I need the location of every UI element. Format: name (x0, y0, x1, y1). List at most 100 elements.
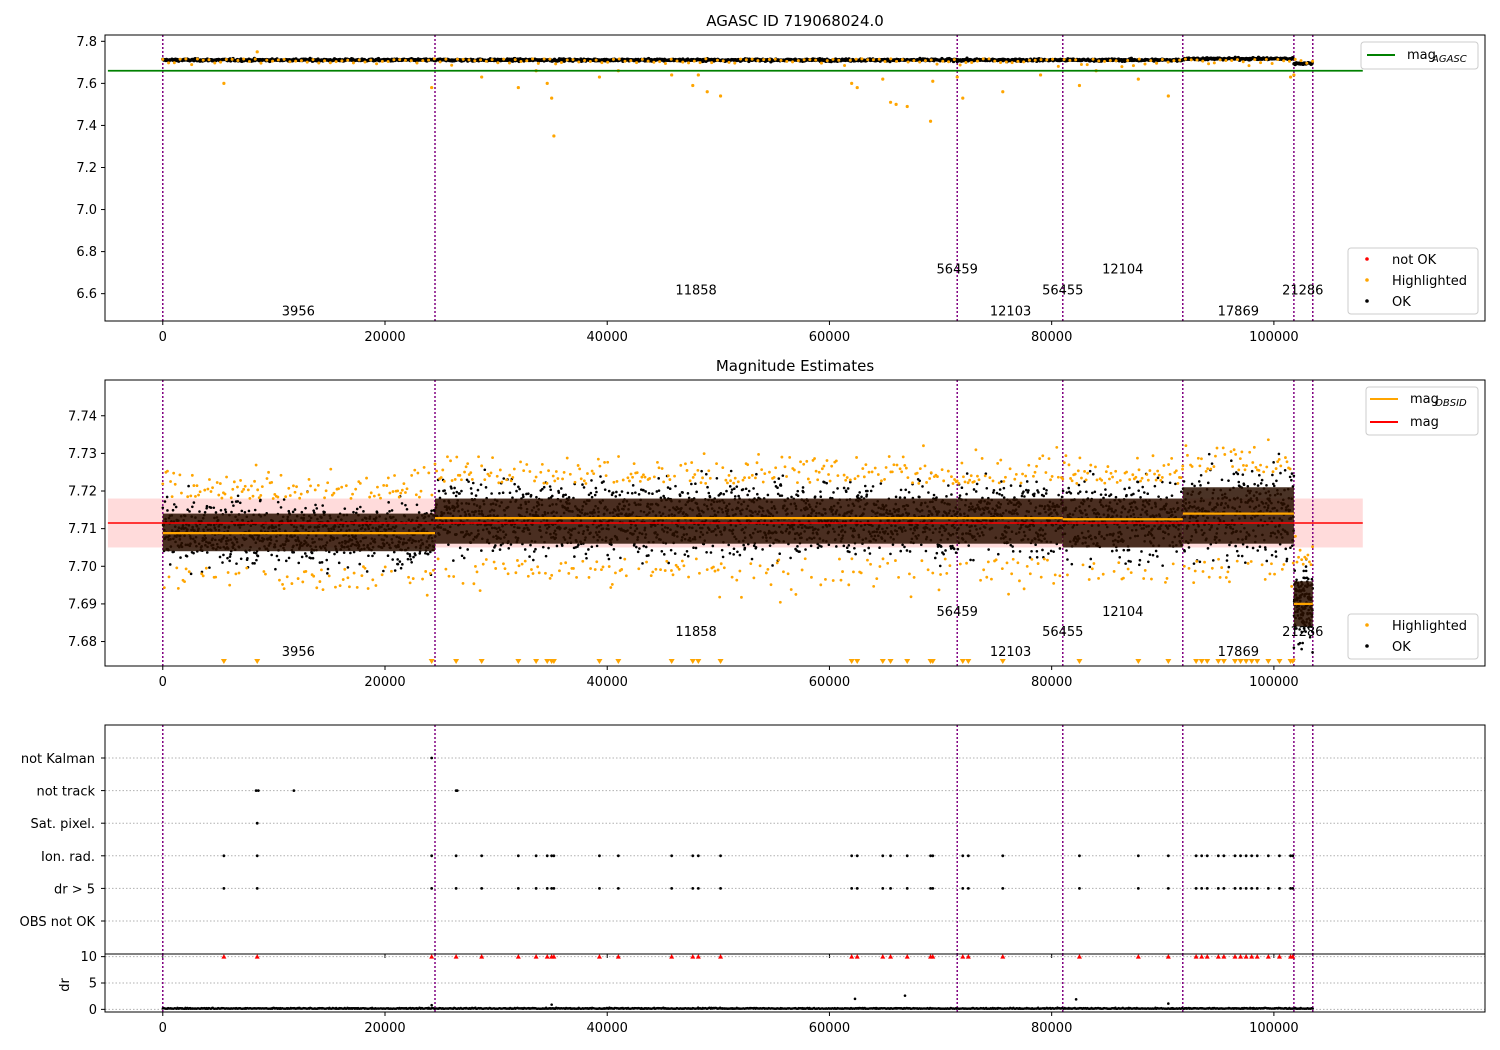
highlighted-point (912, 59, 916, 63)
ok-point (549, 488, 553, 492)
ok-point (899, 549, 903, 553)
highlighted-point (715, 58, 719, 62)
highlighted-point (675, 59, 679, 63)
ok-point (708, 495, 712, 499)
highlighted-point (1166, 94, 1170, 98)
highlighted-point (961, 96, 965, 100)
ok-point (721, 555, 725, 559)
highlighted-point (1282, 59, 1286, 63)
ok-point (752, 487, 755, 490)
highlighted-point (975, 59, 979, 63)
ok-point (657, 477, 660, 480)
ok-point (198, 510, 201, 513)
ok-point (776, 492, 780, 496)
ok-point (707, 491, 711, 495)
highlighted-point (889, 57, 893, 61)
ok-point (666, 486, 670, 489)
ok-point (992, 489, 996, 492)
highlighted-point (981, 57, 985, 61)
highlighted-point (1293, 57, 1297, 61)
ok-point (218, 555, 222, 559)
ok-point (367, 554, 370, 558)
ok-point (479, 483, 483, 486)
ok-point (399, 566, 403, 570)
highlighted-point (970, 61, 974, 65)
ok-point (603, 488, 607, 491)
ok-point (518, 487, 521, 491)
highlighted-point (854, 57, 858, 61)
ok-point (452, 559, 455, 562)
highlighted-point (687, 61, 691, 65)
highlighted-point (681, 60, 685, 64)
ok-point (901, 543, 904, 547)
highlighted-point (710, 61, 714, 65)
ok-point (168, 563, 172, 566)
highlighted-point (1218, 58, 1222, 62)
ok-point (544, 554, 548, 558)
ok-point (742, 543, 745, 547)
ok-point (729, 469, 733, 473)
ok-point (853, 546, 856, 550)
ok-point (494, 544, 497, 547)
ok-point (918, 479, 922, 483)
highlighted-point (351, 61, 355, 65)
ok-point (205, 504, 209, 508)
ok-point (352, 550, 356, 554)
ok-point (700, 469, 703, 473)
highlighted-point (178, 57, 182, 61)
highlighted-point (1091, 57, 1095, 61)
ok-point (359, 505, 362, 509)
ok-point (388, 510, 391, 513)
ok-point (236, 500, 240, 503)
highlighted-point (623, 59, 627, 63)
obsid-label: 12104 (1102, 262, 1143, 277)
highlighted-point (265, 58, 269, 62)
highlighted-point (427, 58, 431, 62)
ok-point (387, 501, 390, 504)
ok-point (780, 494, 784, 497)
ok-point (860, 495, 863, 499)
highlighted-point (167, 61, 171, 65)
highlighted-point (611, 57, 615, 61)
highlighted-point (1155, 61, 1159, 65)
ok-point (996, 552, 1000, 556)
ok-point (686, 554, 690, 558)
ok-point (695, 490, 698, 494)
ok-point (827, 543, 831, 547)
ok-point (690, 482, 693, 486)
ok-point (965, 472, 969, 475)
ok-point (529, 543, 532, 547)
highlighted-point (964, 61, 968, 65)
highlighted-point (640, 57, 644, 61)
highlighted-point (692, 59, 696, 63)
highlighted-point (1287, 59, 1291, 63)
ok-point (771, 564, 774, 567)
ok-point (412, 555, 415, 559)
ok-point (650, 549, 654, 552)
highlighted-point (190, 63, 194, 67)
ok-point (954, 551, 958, 554)
ok-point (209, 506, 213, 509)
legend-marker (1365, 278, 1369, 282)
ok-point (669, 548, 673, 552)
ok-point (474, 494, 478, 497)
ok-point (532, 558, 535, 562)
ok-point (1022, 490, 1025, 493)
highlighted-point (516, 85, 520, 90)
highlighted-point (1045, 58, 1049, 62)
ok-point (992, 491, 995, 494)
ok-point (465, 478, 469, 482)
ok-point (744, 487, 748, 491)
ok-point (172, 503, 176, 506)
legend-box (1347, 247, 1479, 315)
ok-point (230, 500, 234, 504)
highlighted-point (253, 57, 257, 61)
ok-point (612, 547, 616, 551)
ok-point (1020, 494, 1024, 498)
ok-point (921, 485, 924, 488)
ok-point (365, 570, 369, 573)
ok-point (453, 486, 456, 490)
ok-point (163, 500, 167, 503)
ok-point (776, 486, 779, 490)
ok-point (942, 552, 945, 556)
